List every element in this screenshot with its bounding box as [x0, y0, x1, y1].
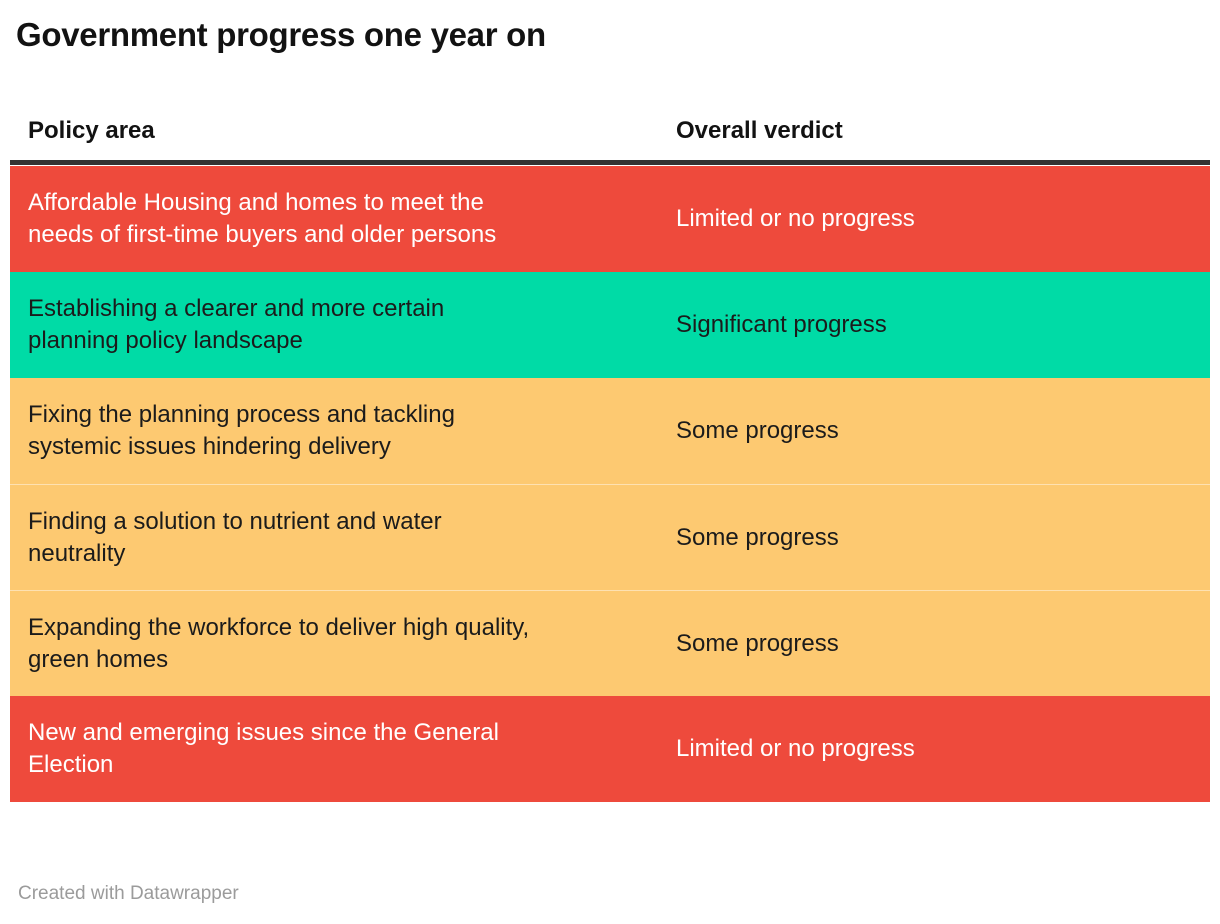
policy-area-cell: Fixing the planning process and tackling…	[28, 401, 455, 460]
table-row: New and emerging issues since the Genera…	[10, 696, 1210, 802]
attribution-text: Created with Datawrapper	[18, 883, 239, 904]
progress-table: Policy area Overall verdict Affordable H…	[10, 116, 1210, 802]
table-row: Affordable Housing and homes to meet the…	[10, 166, 1210, 272]
verdict-cell: Some progress	[676, 629, 839, 657]
table-row: Fixing the planning process and tackling…	[10, 378, 1210, 484]
policy-area-cell: New and emerging issues since the Genera…	[28, 719, 499, 778]
table-body: Affordable Housing and homes to meet the…	[10, 166, 1210, 802]
column-header-overall-verdict: Overall verdict	[676, 117, 843, 144]
table-row: Finding a solution to nutrient and water…	[10, 484, 1210, 590]
verdict-cell: Some progress	[676, 417, 839, 444]
verdict-cell: Some progress	[676, 523, 839, 551]
chart-title: Government progress one year on	[16, 16, 546, 53]
verdict-cell: Significant progress	[676, 311, 887, 338]
verdict-cell: Limited or no progress	[676, 735, 915, 762]
policy-area-cell: Expanding the workforce to deliver high …	[28, 613, 530, 673]
policy-area-cell: Establishing a clearer and more certain …	[28, 295, 445, 354]
policy-area-cell: Affordable Housing and homes to meet the…	[28, 189, 497, 248]
verdict-cell: Limited or no progress	[676, 205, 915, 232]
table-row: Expanding the workforce to deliver high …	[10, 590, 1210, 696]
policy-area-cell: Finding a solution to nutrient and water…	[28, 507, 442, 567]
table-row: Establishing a clearer and more certain …	[10, 272, 1210, 378]
table-header-row: Policy area Overall verdict	[10, 116, 1210, 165]
column-header-policy-area: Policy area	[28, 117, 155, 144]
